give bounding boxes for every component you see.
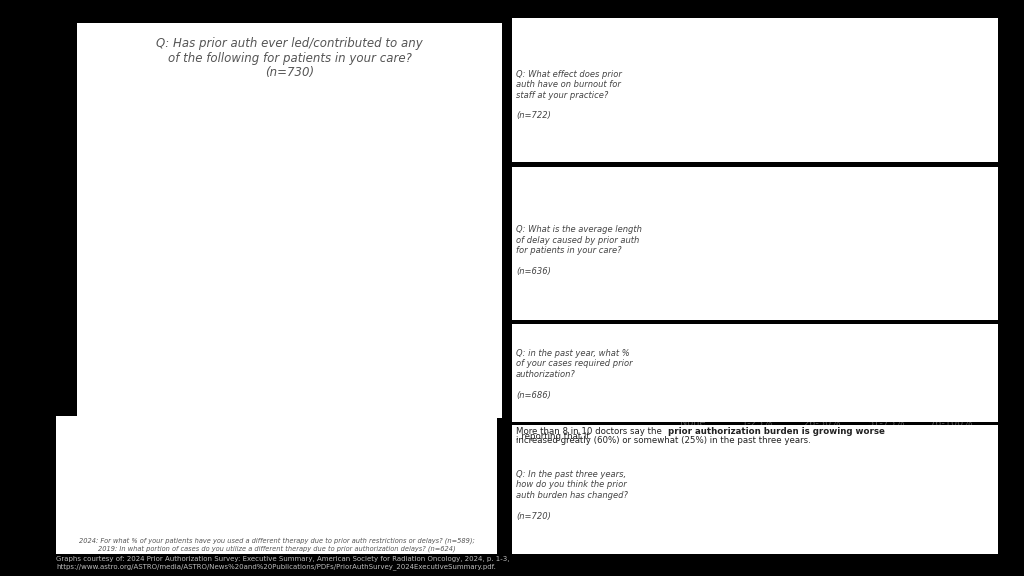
- Text: Q: What is the average length
of delay caused by prior auth
for patients in your: Q: What is the average length of delay c…: [516, 225, 642, 276]
- Text: 3%: 3%: [670, 517, 686, 526]
- Text: (n=730): (n=730): [265, 66, 314, 79]
- Text: More than 8 in 10 doctors say the: More than 8 in 10 doctors say the: [516, 427, 665, 437]
- Bar: [133, 245, 241, 281]
- Bar: [950, 283, 977, 306]
- Text: 11%: 11%: [692, 499, 716, 509]
- Text: Stayed the same: Stayed the same: [579, 499, 655, 508]
- Text: 5-10%
of cases,
32%: 5-10% of cases, 32%: [194, 452, 227, 482]
- Wedge shape: [371, 429, 434, 480]
- Bar: [706, 289, 732, 306]
- Wedge shape: [368, 471, 433, 513]
- Bar: [658, 535, 662, 544]
- Text: 1%: 1%: [684, 400, 701, 410]
- Text: <5%
of cases,
37%: <5% of cases, 37%: [369, 484, 402, 513]
- Text: 24%: 24%: [809, 354, 835, 364]
- Text: >10%
of cases,
32%: >10% of cases, 32%: [355, 433, 389, 463]
- Text: increased greatly (60%) or somewhat (25%) in the past three years.: increased greatly (60%) or somewhat (25%…: [516, 436, 811, 445]
- Text: 60%: 60%: [829, 463, 853, 473]
- Bar: [804, 366, 840, 414]
- Text: 6%: 6%: [711, 277, 727, 287]
- Text: Improves significantly, 1%: Improves significantly, 1%: [641, 141, 760, 150]
- Text: Increased greatly: Increased greatly: [577, 464, 655, 472]
- Text: Unable to follow guidelines, 58%: Unable to follow guidelines, 58%: [146, 199, 318, 209]
- Text: 25%: 25%: [854, 222, 878, 232]
- Bar: [635, 138, 638, 153]
- Text: 5-10%
of cases,
31%: 5-10% of cases, 31%: [400, 452, 434, 482]
- Bar: [635, 33, 805, 47]
- Wedge shape: [146, 430, 229, 513]
- Text: of the following for patients in your care?: of the following for patients in your ca…: [168, 52, 412, 65]
- Bar: [868, 352, 904, 414]
- Text: 8%: 8%: [955, 271, 972, 281]
- Title: 2019: 2019: [376, 407, 408, 417]
- Text: <5% of cases, 4%: <5% of cases, 4%: [158, 507, 220, 513]
- Text: prior authorization burden is growing worse: prior authorization burden is growing wo…: [668, 427, 885, 437]
- Text: 21%: 21%: [744, 360, 770, 370]
- Text: Q: What effect does prior
auth have on burnout for
staff at your practice?

(n=7: Q: What effect does prior auth have on b…: [516, 70, 622, 120]
- Bar: [739, 372, 775, 414]
- Bar: [658, 499, 689, 508]
- Bar: [754, 260, 781, 306]
- Text: 1%: 1%: [662, 291, 678, 301]
- Text: Decreased greatly: Decreased greatly: [572, 535, 655, 544]
- Text: 16%: 16%: [756, 248, 779, 258]
- Text: 35%: 35%: [903, 194, 927, 203]
- Text: 2024: For what % of your patients have you used a different therapy due to prior: 2024: For what % of your patients have y…: [79, 537, 474, 552]
- Bar: [658, 464, 826, 472]
- Text: Q: In the past three years,
how do you think the prior
auth burden has changed?
: Q: In the past three years, how do you t…: [516, 470, 628, 521]
- Text: Death, 7%: Death, 7%: [159, 377, 220, 387]
- Text: 23%: 23%: [938, 357, 964, 366]
- Wedge shape: [144, 471, 186, 486]
- Text: 25%: 25%: [731, 481, 755, 491]
- Bar: [133, 305, 230, 340]
- Wedge shape: [349, 434, 391, 506]
- Text: Resorting to a less optimal treatment, 82%: Resorting to a less optimal treatment, 8…: [171, 139, 396, 149]
- Wedge shape: [144, 429, 201, 475]
- Bar: [635, 85, 650, 100]
- Bar: [635, 59, 745, 74]
- Text: Treatment delays, 92%: Treatment delays, 92%: [309, 79, 429, 89]
- Bar: [133, 126, 400, 162]
- Text: Worsens somewhat, 37%: Worsens somewhat, 37%: [748, 62, 861, 71]
- Text: No effect, 5%: No effect, 5%: [652, 88, 714, 97]
- Bar: [901, 206, 928, 306]
- Text: Worsens significantly, 57%: Worsens significantly, 57%: [808, 36, 930, 45]
- Bar: [133, 364, 156, 400]
- Text: Decreased somewhat: Decreased somewhat: [558, 517, 655, 526]
- Text: Adverse event, 30%: Adverse event, 30%: [122, 317, 227, 328]
- Text: Graphs courtesy of: 2024 Prior Authorization Survey: Executive Summary, American: Graphs courtesy of: 2024 Prior Authoriza…: [56, 556, 510, 570]
- Text: >10%
of cases,
65%: >10% of cases, 65%: [146, 445, 180, 475]
- Text: Increased somewhat: Increased somewhat: [562, 482, 655, 490]
- Text: Q: Has prior auth ever led/contributed to any: Q: Has prior auth ever led/contributed t…: [157, 37, 423, 51]
- Bar: [658, 482, 729, 490]
- Bar: [658, 517, 667, 526]
- Bar: [675, 412, 711, 414]
- Bar: [933, 368, 969, 414]
- Bar: [133, 185, 323, 221]
- Text: 10%: 10%: [805, 266, 828, 275]
- Title: 2024: 2024: [171, 407, 203, 417]
- Bar: [803, 278, 830, 306]
- Text: 31%: 31%: [873, 340, 899, 350]
- Text: Abandoned RT, 33%: Abandoned RT, 33%: [132, 258, 237, 268]
- Bar: [133, 67, 433, 103]
- Text: Q: in the past year, what %
of your cases required prior
authorization?

(n=686): Q: in the past year, what % of your case…: [516, 349, 633, 400]
- Bar: [852, 234, 880, 306]
- Bar: [656, 304, 683, 306]
- Text: , reporting that it: , reporting that it: [516, 432, 590, 441]
- Text: 1%: 1%: [665, 535, 681, 544]
- Text: Improves somewhat, 0%: Improves somewhat, 0%: [638, 115, 749, 123]
